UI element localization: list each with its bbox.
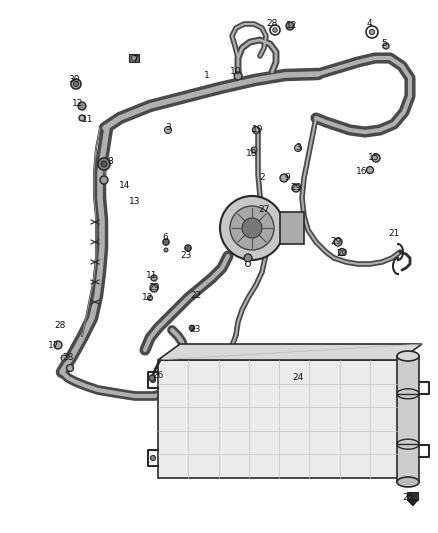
Text: 16: 16 (356, 167, 368, 176)
Circle shape (242, 218, 262, 238)
Circle shape (79, 115, 85, 121)
Circle shape (280, 174, 288, 182)
Circle shape (151, 456, 155, 461)
Text: 30: 30 (68, 76, 80, 85)
Text: 23: 23 (189, 326, 201, 335)
Circle shape (220, 196, 284, 260)
Circle shape (230, 206, 274, 250)
Text: 20: 20 (336, 249, 348, 259)
Circle shape (366, 26, 378, 38)
Circle shape (101, 161, 107, 167)
Circle shape (185, 245, 191, 251)
Text: 10: 10 (230, 68, 242, 77)
Text: 2: 2 (259, 174, 265, 182)
Circle shape (191, 327, 193, 329)
Circle shape (100, 176, 108, 184)
Circle shape (244, 254, 252, 262)
Text: 18: 18 (246, 149, 258, 157)
Circle shape (252, 126, 259, 133)
Circle shape (367, 166, 374, 174)
Text: 26: 26 (152, 370, 164, 379)
Circle shape (286, 22, 294, 30)
Circle shape (150, 284, 158, 292)
Circle shape (148, 295, 152, 301)
Text: 11: 11 (82, 116, 94, 125)
Circle shape (187, 247, 189, 249)
Text: 7: 7 (132, 55, 138, 64)
Circle shape (339, 248, 346, 255)
Bar (129, 54, 139, 62)
Text: 12: 12 (286, 20, 298, 29)
Text: 29: 29 (330, 238, 342, 246)
Text: 9: 9 (284, 174, 290, 182)
Text: 3: 3 (165, 124, 171, 133)
Text: 27: 27 (258, 206, 270, 214)
Polygon shape (158, 344, 422, 360)
Circle shape (270, 25, 280, 35)
Circle shape (294, 144, 301, 151)
Text: 11: 11 (146, 271, 158, 280)
Text: 8: 8 (107, 157, 113, 166)
Circle shape (131, 55, 137, 61)
Circle shape (78, 102, 86, 110)
Circle shape (246, 262, 251, 266)
Circle shape (71, 79, 81, 89)
Text: 29: 29 (148, 284, 160, 293)
Text: 22: 22 (191, 290, 201, 300)
Text: 28: 28 (266, 20, 278, 28)
Circle shape (54, 341, 62, 349)
Circle shape (190, 326, 194, 330)
Text: 17: 17 (48, 341, 60, 350)
Circle shape (273, 28, 277, 33)
Circle shape (234, 72, 242, 80)
Circle shape (369, 29, 374, 35)
Text: 12: 12 (142, 294, 154, 303)
Circle shape (334, 238, 342, 246)
Text: 3: 3 (295, 143, 301, 152)
Circle shape (98, 158, 110, 170)
Circle shape (372, 154, 380, 162)
Text: 29: 29 (290, 183, 302, 192)
Text: 19: 19 (252, 125, 264, 134)
Text: 24: 24 (293, 374, 304, 383)
Text: 23: 23 (180, 251, 192, 260)
Text: 12: 12 (72, 100, 84, 109)
Bar (407, 492, 418, 500)
Circle shape (251, 147, 257, 153)
Text: 15: 15 (368, 154, 380, 163)
Text: 25: 25 (403, 492, 413, 502)
Circle shape (165, 241, 167, 244)
Circle shape (61, 355, 67, 361)
Circle shape (163, 239, 169, 245)
Text: 28: 28 (62, 353, 74, 362)
Circle shape (151, 275, 157, 281)
Circle shape (67, 365, 74, 372)
Ellipse shape (397, 477, 419, 487)
Text: 13: 13 (129, 198, 141, 206)
Polygon shape (397, 356, 419, 482)
Ellipse shape (397, 351, 419, 361)
Circle shape (149, 375, 155, 381)
Bar (280, 212, 304, 244)
Text: 21: 21 (389, 230, 400, 238)
Circle shape (165, 126, 172, 133)
Text: 6: 6 (162, 233, 168, 243)
Text: 5: 5 (381, 39, 387, 49)
Circle shape (164, 248, 168, 252)
Polygon shape (407, 500, 418, 506)
Polygon shape (158, 360, 400, 478)
Text: 1: 1 (204, 70, 210, 79)
Text: 4: 4 (366, 20, 372, 28)
Circle shape (383, 43, 389, 49)
Text: 14: 14 (119, 182, 131, 190)
Circle shape (74, 82, 78, 86)
Circle shape (292, 184, 300, 192)
Text: 28: 28 (54, 320, 66, 329)
Circle shape (151, 377, 155, 383)
